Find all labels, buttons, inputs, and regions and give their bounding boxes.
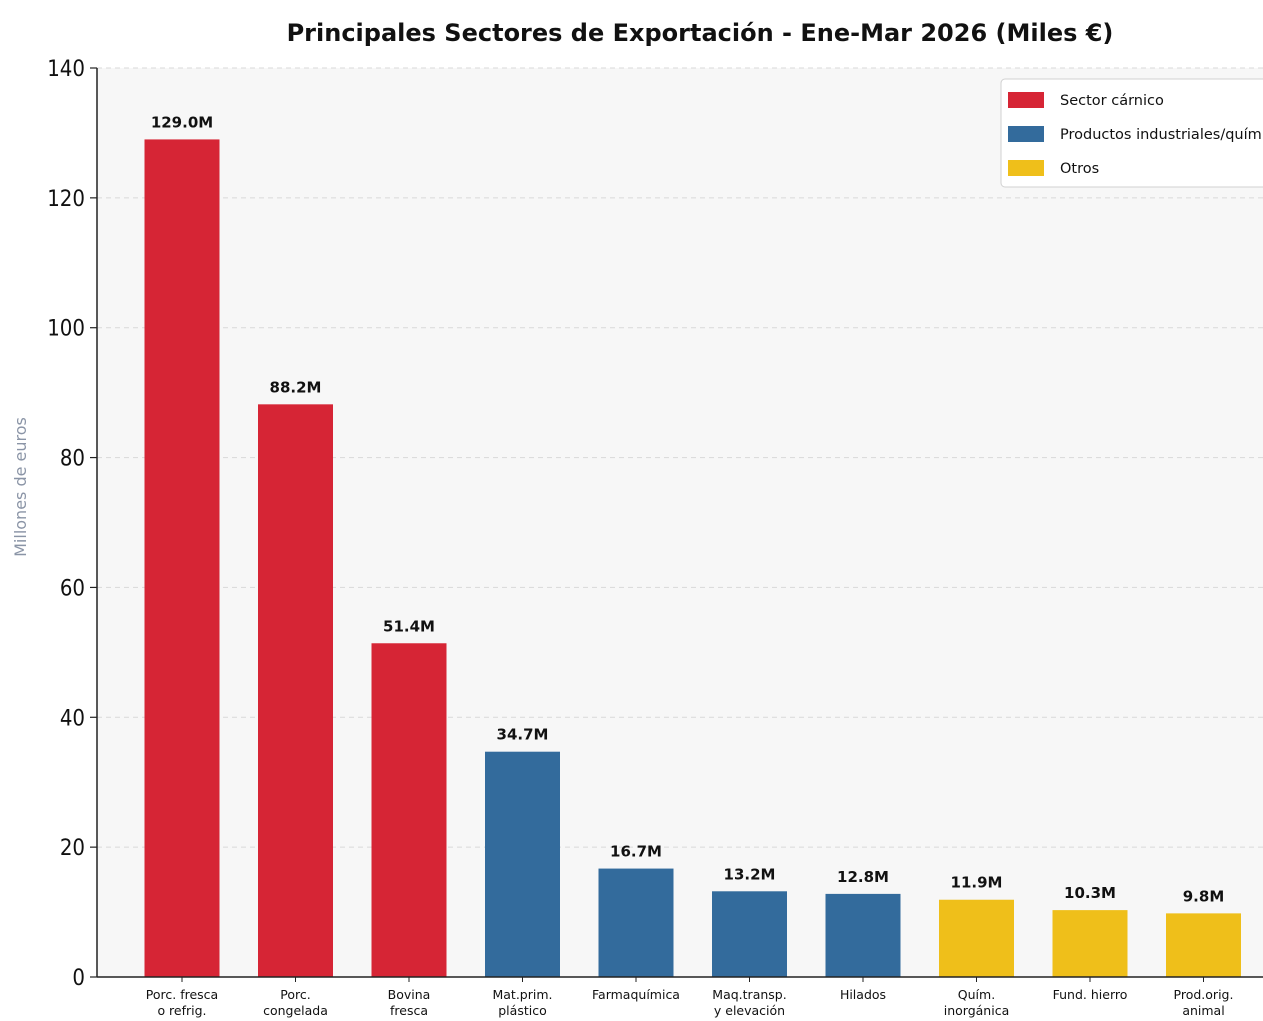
bar <box>144 139 220 977</box>
x-tick-label: Bovina fresca <box>388 987 431 1018</box>
bar <box>598 868 674 977</box>
data-label: 9.8M <box>1183 887 1225 905</box>
data-label: 129.0M <box>151 113 213 131</box>
legend-swatch <box>1008 126 1044 142</box>
bar <box>371 643 447 977</box>
chart-title: Principales Sectores de Exportación - En… <box>287 19 1114 47</box>
x-tick-labels: Porc. fresca o refrig. Porc. congelada Bovin… <box>146 987 1234 1018</box>
y-tick-label: 120 <box>47 187 85 212</box>
data-label: 51.4M <box>383 617 435 635</box>
x-tick-label: Fund. hierro <box>1053 987 1128 1002</box>
bar <box>939 899 1014 977</box>
data-label: 88.2M <box>270 378 322 396</box>
y-tick-label: 0 <box>72 966 85 991</box>
legend-label: Productos industriales/quím. <box>1060 127 1263 143</box>
data-label: 13.2M <box>724 865 776 883</box>
legend-box <box>1000 78 1263 188</box>
x-tick-label: Farmaquímica <box>592 987 680 1002</box>
x-tick-label: Prod.orig. animal <box>1174 987 1234 1018</box>
y-axis-label: Millones de euros <box>11 417 30 557</box>
y-tick-label: 100 <box>47 317 85 342</box>
data-labels: 129.0M 88.2M 51.4M 34.7M 16.7M 13.2M 12.8M 11.9… <box>151 113 1224 905</box>
legend-swatch <box>1008 92 1044 108</box>
data-label: 34.7M <box>497 726 549 744</box>
x-tick-label: Mat.prim. plástico <box>492 987 552 1018</box>
bar <box>1166 913 1241 977</box>
data-label: 11.9M <box>951 874 1003 892</box>
x-tick-label: Maq.transp. y elevación <box>712 987 786 1018</box>
y-tick-label: 40 <box>60 706 85 731</box>
bar <box>712 891 787 977</box>
bar <box>258 404 333 978</box>
bar <box>485 751 560 977</box>
y-tick-label: 80 <box>60 447 85 472</box>
y-tick-label: 20 <box>60 836 85 861</box>
y-tick-label: 140 <box>47 57 85 82</box>
x-tick-label: Quím. inorgánica <box>944 987 1010 1018</box>
bars <box>144 139 1241 978</box>
legend-swatch <box>1008 160 1044 176</box>
x-tick-label: Porc. congelada <box>263 987 328 1018</box>
legend: Sector cárnico Productos industriales/quí… <box>1000 78 1263 188</box>
x-tick-label: Hilados <box>840 987 886 1002</box>
bar <box>1052 910 1128 977</box>
y-tick-label: 60 <box>60 576 85 601</box>
legend-label: Sector cárnico <box>1060 93 1164 109</box>
x-tick-label: Porc. fresca o refrig. <box>146 987 218 1018</box>
bar <box>825 893 901 977</box>
legend-label: Otros <box>1060 161 1099 177</box>
y-tick-labels: 0 20 40 60 80 100 120 140 <box>47 57 85 991</box>
data-label: 12.8M <box>837 868 889 886</box>
data-label: 10.3M <box>1064 884 1116 902</box>
axes <box>90 67 1263 982</box>
data-label: 16.7M <box>610 843 662 861</box>
